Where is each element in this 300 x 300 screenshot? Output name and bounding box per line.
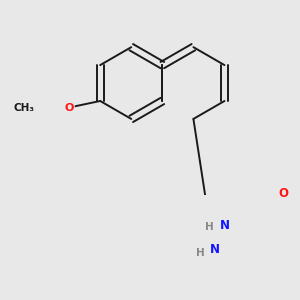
Text: H: H	[205, 222, 214, 233]
Text: O: O	[278, 188, 288, 200]
Text: CH₃: CH₃	[14, 103, 35, 112]
Text: N: N	[220, 219, 230, 232]
Text: H: H	[196, 248, 205, 258]
Text: N: N	[210, 243, 220, 256]
Text: O: O	[64, 103, 74, 112]
